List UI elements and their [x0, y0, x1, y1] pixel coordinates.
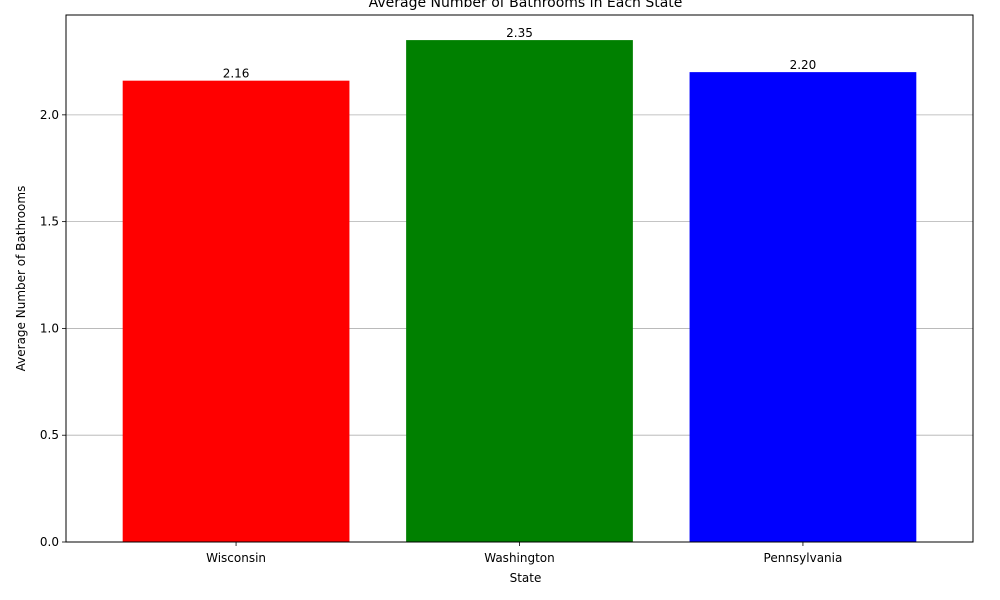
x-axis-ticks: Wisconsin Washington Pennsylvania	[206, 542, 842, 565]
x-tick-label: Washington	[484, 551, 555, 565]
bar-pennsylvania	[689, 72, 917, 542]
y-tick-label: 2.0	[40, 108, 59, 122]
y-tick-label: 1.5	[40, 215, 59, 229]
value-label: 2.35	[506, 26, 533, 40]
value-labels: 2.16 2.35 2.20	[223, 26, 817, 81]
x-tick-label: Pennsylvania	[764, 551, 843, 565]
y-tick-label: 0.5	[40, 428, 59, 442]
x-tick-label: Wisconsin	[206, 551, 266, 565]
x-axis-label: State	[510, 571, 542, 585]
y-axis-ticks: 0.0 0.5 1.0 1.5 2.0	[40, 108, 66, 549]
value-label: 2.16	[223, 67, 250, 81]
value-label: 2.20	[790, 58, 817, 72]
bar-wisconsin	[122, 80, 350, 542]
y-tick-label: 1.0	[40, 321, 59, 335]
y-tick-label: 0.0	[40, 535, 59, 549]
bars	[122, 40, 917, 542]
bar-washington	[406, 40, 633, 542]
chart-title: Average Number of Bathrooms in Each Stat…	[369, 0, 683, 11]
y-axis-label: Average Number of Bathrooms	[14, 186, 28, 372]
